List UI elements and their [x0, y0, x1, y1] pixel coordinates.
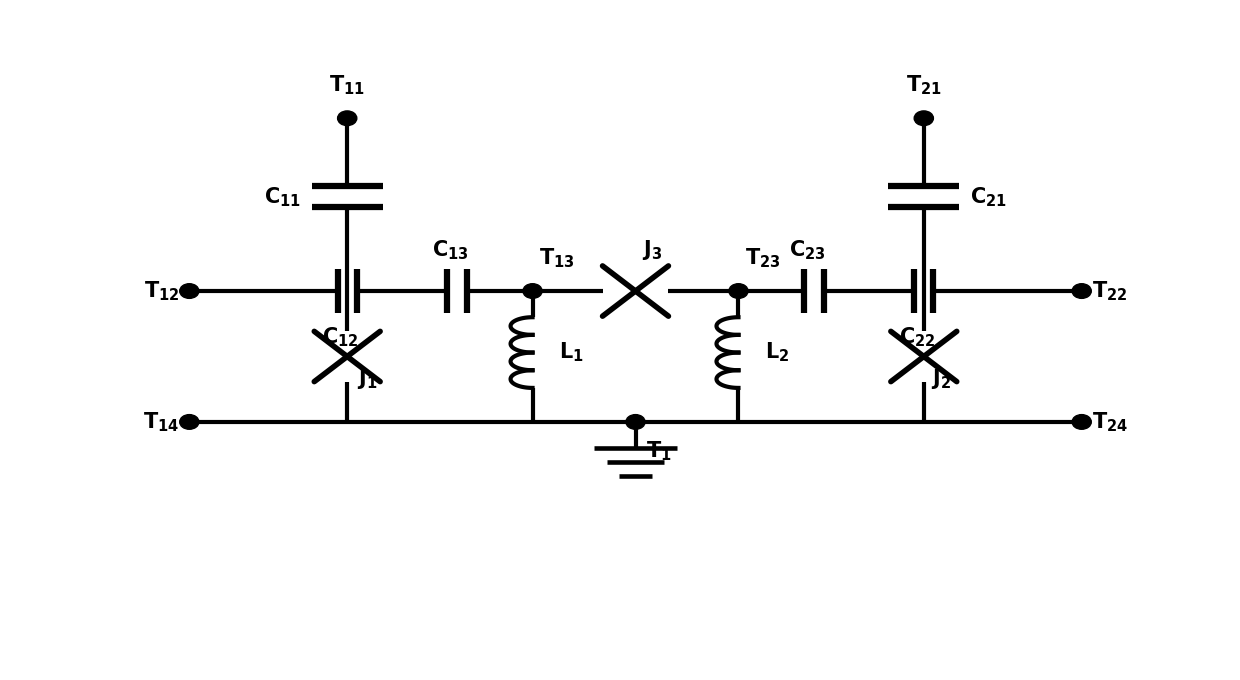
Text: $\mathbf{T_{22}}$: $\mathbf{T_{22}}$ [1092, 279, 1127, 303]
Text: $\mathbf{T_{13}}$: $\mathbf{T_{13}}$ [539, 246, 575, 270]
Text: $\mathbf{T_{12}}$: $\mathbf{T_{12}}$ [144, 279, 179, 303]
Text: $\mathbf{T_{21}}$: $\mathbf{T_{21}}$ [906, 73, 941, 97]
Text: $\mathbf{T_{23}}$: $\mathbf{T_{23}}$ [745, 246, 781, 270]
Circle shape [337, 111, 357, 126]
Circle shape [180, 415, 198, 429]
Text: $\mathbf{T_{24}}$: $\mathbf{T_{24}}$ [1092, 410, 1128, 434]
Circle shape [626, 415, 645, 429]
Text: $\mathbf{T_{1}}$: $\mathbf{T_{1}}$ [646, 439, 672, 462]
Text: $\mathbf{C_{12}}$: $\mathbf{C_{12}}$ [322, 325, 358, 349]
Text: $\mathbf{J_{3}}$: $\mathbf{J_{3}}$ [642, 238, 662, 262]
Circle shape [1073, 415, 1091, 429]
Circle shape [180, 284, 198, 299]
Text: $\mathbf{J_{1}}$: $\mathbf{J_{1}}$ [357, 367, 378, 391]
Text: $\mathbf{C_{13}}$: $\mathbf{C_{13}}$ [432, 239, 469, 262]
Circle shape [1073, 284, 1091, 299]
Text: $\mathbf{T_{11}}$: $\mathbf{T_{11}}$ [330, 73, 365, 97]
Text: $\mathbf{C_{11}}$: $\mathbf{C_{11}}$ [264, 185, 301, 209]
Text: $\mathbf{C_{23}}$: $\mathbf{C_{23}}$ [789, 239, 826, 262]
Circle shape [523, 284, 542, 299]
Circle shape [914, 111, 934, 126]
Text: $\mathbf{L_{1}}$: $\mathbf{L_{1}}$ [558, 341, 583, 364]
Circle shape [729, 284, 748, 299]
Text: $\mathbf{J_{2}}$: $\mathbf{J_{2}}$ [931, 367, 951, 391]
Text: $\mathbf{L_{2}}$: $\mathbf{L_{2}}$ [765, 341, 789, 364]
Text: $\mathbf{T_{14}}$: $\mathbf{T_{14}}$ [143, 410, 179, 434]
Text: $\mathbf{C_{21}}$: $\mathbf{C_{21}}$ [970, 185, 1007, 209]
Text: $\mathbf{C_{22}}$: $\mathbf{C_{22}}$ [899, 325, 935, 349]
